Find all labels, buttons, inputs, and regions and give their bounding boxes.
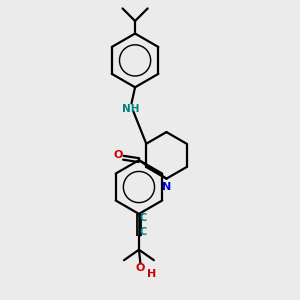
- Text: N: N: [162, 182, 171, 192]
- Text: NH: NH: [122, 104, 139, 114]
- Text: H: H: [147, 268, 156, 279]
- Text: O: O: [136, 263, 145, 273]
- Text: C: C: [140, 213, 147, 223]
- Text: C: C: [140, 227, 147, 237]
- Text: O: O: [114, 150, 123, 161]
